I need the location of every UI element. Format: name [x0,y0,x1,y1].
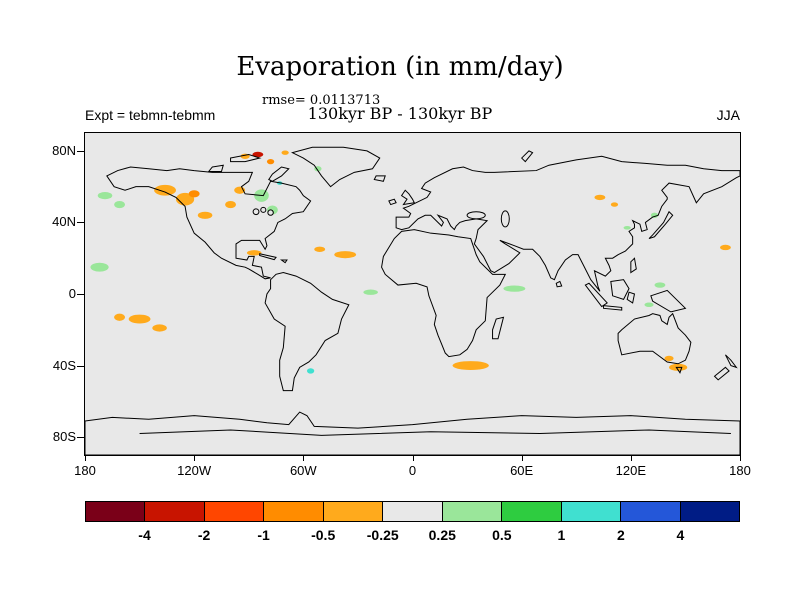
anomaly-patch [128,314,151,324]
lon-axis-tick [412,455,414,461]
anomaly-patch [452,361,489,371]
anomaly-patch [306,368,315,374]
anomaly-patch [97,192,113,200]
lat-axis-tick [77,222,84,224]
colorbar-label: -0.5 [311,527,336,543]
colorbar-label: 1 [557,527,566,543]
plot-subtitle: 130kyr BP - 130kyr BP [307,104,493,123]
lon-axis-tick [630,455,632,461]
anomaly-patch [623,226,631,230]
colorbar-label: -4 [138,527,151,543]
lon-axis-tick [194,455,196,461]
anomaly-patch [334,251,357,259]
anomaly-patch [225,200,237,209]
lon-axis-label: 120E [615,463,647,478]
colorbar-segment [502,502,562,521]
lat-axis-label: 80S [52,429,76,445]
anomaly-patch [246,250,262,256]
lon-axis-label: 60W [289,463,317,478]
lakes-and-iceshelf [140,207,731,435]
lat-axis-label: 40S [52,357,76,373]
world-map [85,146,740,455]
colorbar-segment [442,502,503,521]
experiment-label: Expt = tebmn-tebmm [85,107,216,123]
lon-axis-label: 180 [729,463,751,478]
anomaly-patch [154,184,176,196]
lon-axis-tick [85,455,86,461]
anomaly-patch [281,150,289,155]
caspian-sea [501,211,509,227]
great-lake [253,209,259,215]
colorbar-label: 0.5 [492,527,512,543]
anomaly-patch [314,246,326,252]
colorbar-segment [264,502,324,521]
lat-axis-tick [77,150,84,152]
lat-axis-tick [77,437,84,439]
anomaly-patch [90,262,109,272]
colorbar-label: 0.25 [428,527,456,543]
lon-axis-label: 60E [510,463,534,478]
colorbar-segment [680,502,739,521]
lon-axis-tick [521,455,523,461]
lon-axis-tick [740,455,741,461]
colorbar-segment [86,502,146,521]
colorbar-label: 4 [676,527,685,543]
anomaly-patch [266,158,275,165]
season-label: JJA [716,107,740,123]
colorbar-segment [145,502,205,521]
anomaly-patch [188,190,200,198]
lat-axis-tick [77,294,84,295]
colorbar-label: 2 [617,527,625,543]
colorbar-label: -0.25 [366,527,399,543]
anomaly-patch [644,302,654,307]
lat-axis-label: 0 [68,286,76,301]
anomaly-patch [610,202,619,207]
ice-shelf-line [140,430,731,435]
anomaly-patch [664,355,674,362]
anomaly-patch [503,285,526,292]
anomaly-patch [252,151,264,158]
colorbar-segment [621,502,681,521]
plot-title: Evaporation (in mm/day) [236,52,564,82]
lat-axis-label: 40N [52,214,76,230]
anomaly-patch [654,282,666,288]
rmse-label: rmse= 0.0113713 [262,93,381,108]
anomaly-patch [719,244,731,251]
anomaly-patch [114,200,126,209]
anomaly-patch [363,289,378,295]
lon-axis-label: 180 [74,463,96,478]
colorbar-segment [561,502,622,521]
lat-axis-label: 80N [52,142,76,158]
anomaly-patch [594,194,606,201]
colorbar [85,501,740,522]
colorbar-segment [204,502,265,521]
lon-axis-label: 0 [408,463,417,478]
colorbar-label: -2 [197,527,211,543]
great-lake [261,207,266,212]
lon-axis-label: 120W [177,463,212,478]
lon-axis-tick [303,455,305,461]
colorbar-segment [383,502,443,521]
anomaly-patch [152,324,167,332]
anomaly-patch [197,211,213,219]
map-frame [84,132,741,456]
colorbar-segment [323,502,384,521]
colorbar-label: -1 [257,527,270,543]
anomaly-patch [114,313,126,321]
lat-axis-tick [77,365,84,367]
black-sea [467,212,485,219]
great-lake [268,210,273,215]
